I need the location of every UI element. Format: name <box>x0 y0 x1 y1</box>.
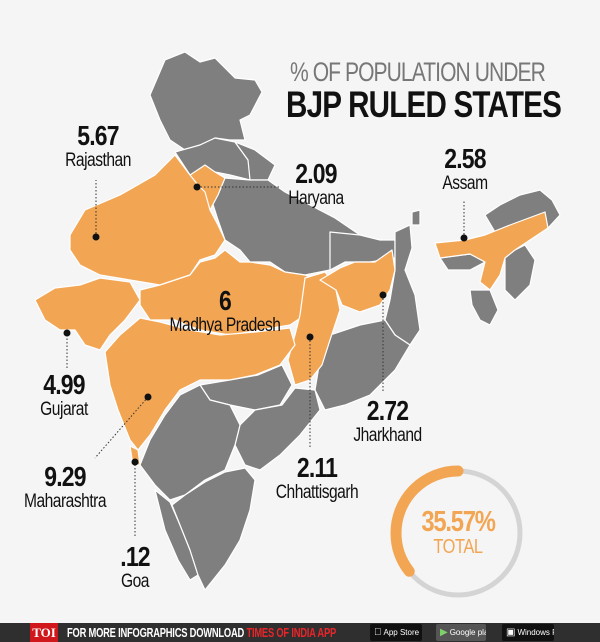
footer-promo-text: FOR MORE INFOGRAPHICS DOWNLOAD TIMES OF … <box>67 624 336 642</box>
footer-banner: TOI FOR MORE INFOGRAPHICS DOWNLOAD TIMES… <box>0 623 600 642</box>
page-title: BJP RULED STATES <box>286 84 562 125</box>
label-chhattisgarh: 2.11 Chhattisgarh <box>262 454 372 504</box>
state-name: Haryana <box>288 188 344 209</box>
state-name: Madhya Pradesh <box>169 315 281 336</box>
label-goa: .12 Goa <box>110 543 160 593</box>
state-value: 2.09 <box>295 158 337 189</box>
state-value: .12 <box>120 541 150 572</box>
state-value: 2.11 <box>296 452 338 483</box>
marker-goa <box>131 458 139 466</box>
label-assam: 2.58 Assam <box>430 145 500 195</box>
state-value: 2.72 <box>366 395 409 426</box>
app-store-label: App Store <box>376 628 420 637</box>
state-mizoram-tripura <box>469 289 499 326</box>
apple-icon:  <box>374 624 382 641</box>
total-progress-arc <box>390 465 526 601</box>
state-karnataka <box>139 384 241 501</box>
state-jharkhand <box>319 249 396 313</box>
marker-assam <box>460 234 468 242</box>
state-value: 6 <box>219 285 232 316</box>
total-label: 35.57% TOTAL <box>388 506 528 559</box>
state-name: Jharkhand <box>353 425 422 446</box>
state-value: 5.67 <box>77 120 119 151</box>
state-value: 4.99 <box>43 369 85 400</box>
marker-haryana <box>193 183 201 191</box>
state-rajasthan <box>69 154 226 286</box>
total-caption: TOTAL <box>433 536 483 558</box>
label-jharkhand: 2.72 Jharkhand <box>345 397 430 447</box>
india-map <box>34 51 561 591</box>
title-subtitle: % OF POPULATION UNDER <box>290 57 546 87</box>
state-sikkim <box>411 209 421 226</box>
marker-maharashtra <box>144 393 152 401</box>
marker-gujarat <box>63 329 71 337</box>
total-donut-chart <box>390 465 526 601</box>
total-value: 35.57% <box>421 506 496 538</box>
google-play-badge[interactable]: ▶Google play <box>436 624 486 641</box>
leader-maharashtra <box>94 396 149 459</box>
label-haryana: 2.09 Haryana <box>278 160 354 210</box>
state-gujarat <box>34 277 141 351</box>
google-play-icon: ▶ <box>440 627 448 638</box>
state-name: Rajasthan <box>65 150 131 171</box>
windows-phone-label: Windows Phone <box>517 628 554 637</box>
label-maharashtra: 9.29 Maharashtra <box>10 463 120 513</box>
state-west-bengal <box>384 224 421 346</box>
state-name: Chhattisgarh <box>275 482 359 503</box>
marker-jharkhand <box>379 291 387 299</box>
state-jammu-kashmir <box>149 51 263 151</box>
state-name: Assam <box>442 173 488 194</box>
state-assam <box>434 211 549 291</box>
label-gujarat: 4.99 Gujarat <box>24 371 104 421</box>
state-value: 9.29 <box>44 461 86 492</box>
app-store-badge[interactable]: App Store <box>370 624 422 641</box>
label-madhya-pradesh: 6 Madhya Pradesh <box>145 287 305 337</box>
footer-promo-prefix: FOR MORE INFOGRAPHICS DOWNLOAD <box>67 625 247 640</box>
state-name: Maharashtra <box>23 491 107 512</box>
toi-logo[interactable]: TOI <box>30 623 58 642</box>
footer-app-name[interactable]: TIMES OF INDIA APP <box>246 625 337 640</box>
state-value: 2.58 <box>444 143 486 174</box>
marker-chhattisgarh <box>306 333 314 341</box>
state-nagaland-manipur <box>504 244 536 301</box>
state-name: Goa <box>121 571 149 592</box>
label-rajasthan: 5.67 Rajasthan <box>56 122 140 172</box>
google-play-label: Google play <box>449 628 486 637</box>
windows-phone-icon: ▣ <box>506 627 516 638</box>
marker-rajasthan <box>92 233 100 241</box>
state-name: Gujarat <box>40 399 88 420</box>
state-tamil-nadu <box>171 467 256 591</box>
windows-phone-badge[interactable]: ▣Windows Phone <box>502 624 554 641</box>
